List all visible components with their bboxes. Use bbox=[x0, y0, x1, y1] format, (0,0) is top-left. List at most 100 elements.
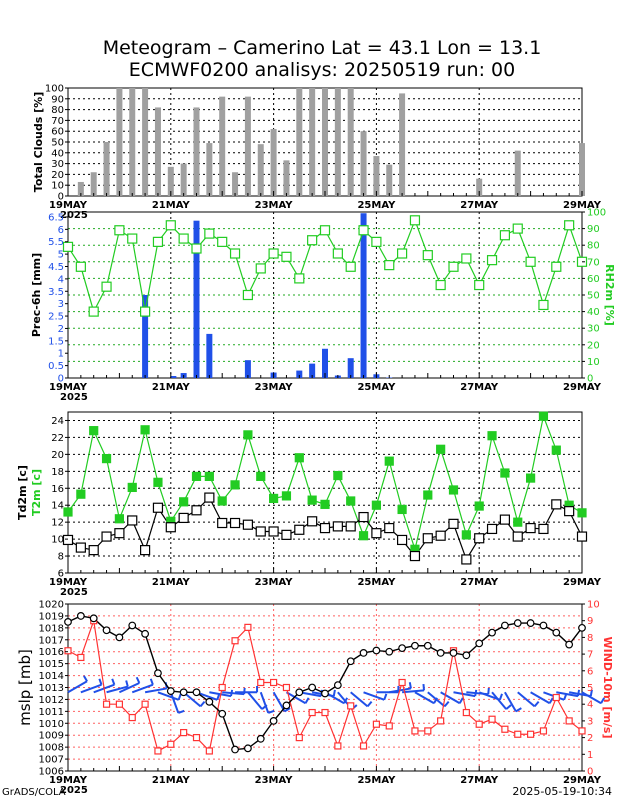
wind-point bbox=[154, 747, 162, 755]
cloud-bar bbox=[309, 88, 316, 196]
precip-rh-y-tick-label: 4 bbox=[58, 274, 64, 285]
wind-barb-flag bbox=[458, 697, 464, 704]
wind-barb-flag bbox=[177, 693, 182, 701]
mslp-point bbox=[308, 683, 317, 692]
td2m-point bbox=[242, 519, 253, 530]
rh-point bbox=[62, 241, 74, 252]
pressure-wind-y-tick-label: 1012 bbox=[39, 695, 64, 706]
mslp-point bbox=[321, 689, 329, 698]
wind-point bbox=[102, 700, 111, 708]
clouds-y-tick-label: 40 bbox=[51, 148, 64, 159]
pressure-wind-y-tick-label: 1015 bbox=[39, 659, 64, 670]
precip-rh-y2-tick-label: 30 bbox=[587, 324, 600, 335]
wind-barb-flag bbox=[505, 704, 512, 710]
clouds-x-tick-label: 19MAY bbox=[49, 200, 88, 211]
mslp-point bbox=[578, 623, 586, 632]
wind-point bbox=[475, 720, 483, 728]
rh-point bbox=[255, 263, 266, 274]
pressure-wind-y2-tick-label: 6 bbox=[587, 666, 593, 677]
precip-rh-y2-tick-label: 80 bbox=[587, 241, 600, 252]
cloud-bar bbox=[386, 164, 393, 196]
td2m-point bbox=[178, 512, 189, 524]
pressure-wind-y2-tick-label: 9 bbox=[587, 616, 593, 627]
wind-point bbox=[167, 740, 175, 748]
mslp-point bbox=[385, 647, 394, 656]
mslp-point bbox=[333, 681, 342, 690]
t2m-point bbox=[140, 425, 150, 435]
mslp-point bbox=[282, 701, 291, 710]
mslp-point bbox=[526, 619, 535, 627]
cloud-bar bbox=[206, 143, 213, 196]
td2m-point bbox=[294, 524, 305, 535]
t2m-point bbox=[436, 444, 446, 454]
pressure-wind-y-tick-label: 1017 bbox=[39, 635, 64, 646]
wind-barb bbox=[259, 691, 270, 714]
wind-barb-flag bbox=[125, 680, 129, 687]
wind-point bbox=[64, 647, 72, 655]
td2m-point bbox=[371, 528, 382, 539]
cloud-bar bbox=[296, 88, 303, 196]
wind-barb bbox=[285, 691, 307, 705]
wind-barb bbox=[491, 691, 507, 710]
chart-title-line1: Meteogram – Camerino Lat = 43.1 Lon = 13… bbox=[103, 37, 542, 59]
pressure-wind-y2-tick-label: 4 bbox=[587, 700, 593, 711]
clouds-y-tick-label: 0 bbox=[58, 192, 64, 203]
td2m-point bbox=[101, 531, 112, 542]
pressure-wind-y2-tick-label: 3 bbox=[587, 716, 593, 727]
rh-point bbox=[229, 248, 241, 259]
mslp-point bbox=[346, 657, 355, 666]
precip-rh-x-tick-label: 23MAY bbox=[255, 382, 294, 393]
wind-barb-flag bbox=[149, 678, 154, 686]
wind-point bbox=[192, 733, 201, 742]
precip-rh-x-tick-label: 25MAY bbox=[357, 382, 396, 393]
wind-barb-flag bbox=[589, 689, 593, 697]
rh-point bbox=[101, 281, 112, 292]
cloud-bar bbox=[90, 172, 97, 196]
temperature-x-tick-label: 29MAY bbox=[563, 577, 602, 588]
mslp-point bbox=[423, 641, 432, 650]
rh-point bbox=[114, 225, 125, 236]
pressure-wind-y-tick-label: 1014 bbox=[39, 671, 64, 682]
wind-point bbox=[539, 727, 548, 735]
cloud-bar bbox=[322, 88, 328, 196]
rh-point bbox=[204, 228, 215, 239]
wind-barb-flag bbox=[111, 678, 116, 686]
t2m-point bbox=[333, 470, 343, 481]
precip-rh-y-tick-label: 3 bbox=[58, 299, 64, 310]
t2m-point bbox=[423, 490, 433, 500]
rh-y-axis-label: RH2m [%] bbox=[603, 264, 616, 326]
precip-rh-y-tick-label: 3.5 bbox=[48, 287, 64, 298]
rh-point bbox=[140, 306, 151, 317]
precip-rh-y-tick-label: 5 bbox=[58, 250, 64, 261]
wind-point bbox=[218, 683, 226, 692]
t2m-point bbox=[76, 489, 86, 499]
pressure-wind-y-tick-label: 1013 bbox=[39, 683, 64, 694]
td2m-point bbox=[384, 522, 395, 534]
t2m-point bbox=[89, 426, 99, 436]
wind-barb bbox=[402, 689, 425, 694]
t2m-point bbox=[269, 493, 279, 504]
cloud-bar bbox=[167, 166, 174, 196]
td2m-point bbox=[422, 533, 433, 544]
clouds-x-tick-label: 23MAY bbox=[255, 200, 294, 211]
wind-barb-flag bbox=[408, 682, 412, 689]
td2m-point bbox=[525, 522, 536, 534]
mslp-y-axis-label: mslp [mb] bbox=[16, 649, 34, 726]
cloud-bar bbox=[334, 88, 341, 196]
temperature-y-tick-label: 20 bbox=[51, 450, 64, 461]
td2m-point bbox=[281, 529, 292, 540]
wind-point bbox=[205, 747, 213, 755]
t2m-point bbox=[230, 480, 240, 490]
wind-point bbox=[270, 678, 278, 687]
wind-point bbox=[180, 728, 188, 737]
precip-rh-y2-tick-label: 10 bbox=[587, 357, 600, 368]
t2m-point bbox=[256, 471, 266, 481]
td2m-point bbox=[409, 550, 421, 562]
rh-point bbox=[512, 223, 523, 234]
pressure-wind-x-tick-label: 29MAY bbox=[563, 775, 602, 786]
td2m-point bbox=[307, 516, 318, 527]
pressure-wind-y-tick-label: 1018 bbox=[39, 623, 64, 634]
temperature-y-tick-label: 16 bbox=[51, 484, 64, 495]
rh-point bbox=[152, 236, 164, 247]
